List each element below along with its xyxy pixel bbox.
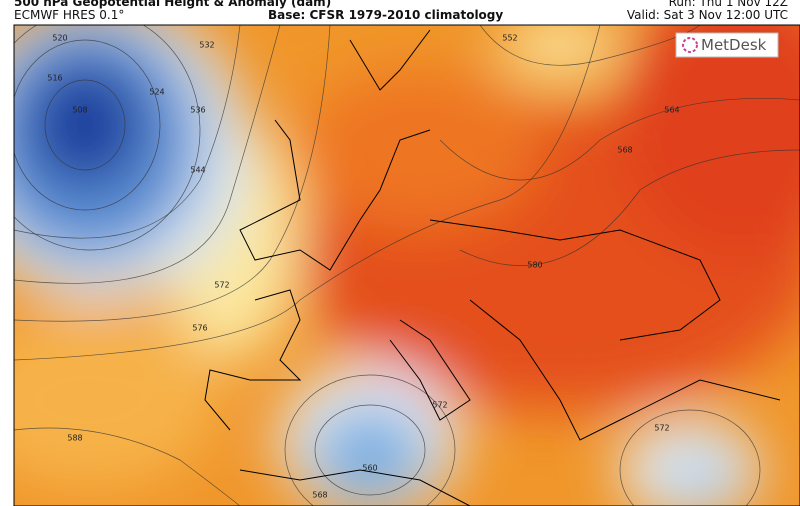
base: Base: CFSR 1979-2010 climatology bbox=[268, 8, 503, 22]
contour-label: 544 bbox=[190, 166, 205, 175]
contour-label: 572 bbox=[654, 424, 669, 433]
contour-label: 572 bbox=[214, 281, 229, 290]
contour-labels: 520 516 508 524 532 536 544 552 564 568 572 576 580 5… bbox=[47, 34, 679, 500]
model: ECMWF HRES 0.1° bbox=[14, 8, 124, 22]
contour-label: 520 bbox=[52, 34, 67, 43]
contour-label: 588 bbox=[67, 434, 82, 443]
contour-label: 508 bbox=[72, 106, 87, 115]
logo-icon bbox=[682, 37, 698, 53]
valid: Valid: Sat 3 Nov 12:00 UTC bbox=[627, 8, 788, 22]
contour-label: 552 bbox=[502, 34, 517, 43]
contour-label: 572 bbox=[432, 401, 447, 410]
contour-label: 560 bbox=[362, 464, 377, 473]
contour-label: 568 bbox=[312, 491, 327, 500]
title: 500 hPa Geopotential Height & Anomaly (d… bbox=[14, 0, 331, 9]
contour-label: 580 bbox=[527, 261, 542, 270]
contour-label: 536 bbox=[190, 106, 205, 115]
logo: MetDesk bbox=[675, 32, 779, 58]
map-frame bbox=[13, 24, 800, 506]
contour-label: 576 bbox=[192, 324, 207, 333]
run: Run: Thu 1 Nov 12Z bbox=[669, 0, 788, 9]
contour-label: 564 bbox=[664, 106, 679, 115]
logo-text: MetDesk bbox=[701, 36, 767, 54]
logo-box bbox=[675, 32, 779, 58]
contour-label: 516 bbox=[47, 74, 62, 83]
contour-label: 532 bbox=[199, 41, 214, 50]
contour-label: 524 bbox=[149, 88, 164, 97]
coastlines bbox=[204, 29, 781, 506]
contour-label: 568 bbox=[617, 146, 632, 155]
